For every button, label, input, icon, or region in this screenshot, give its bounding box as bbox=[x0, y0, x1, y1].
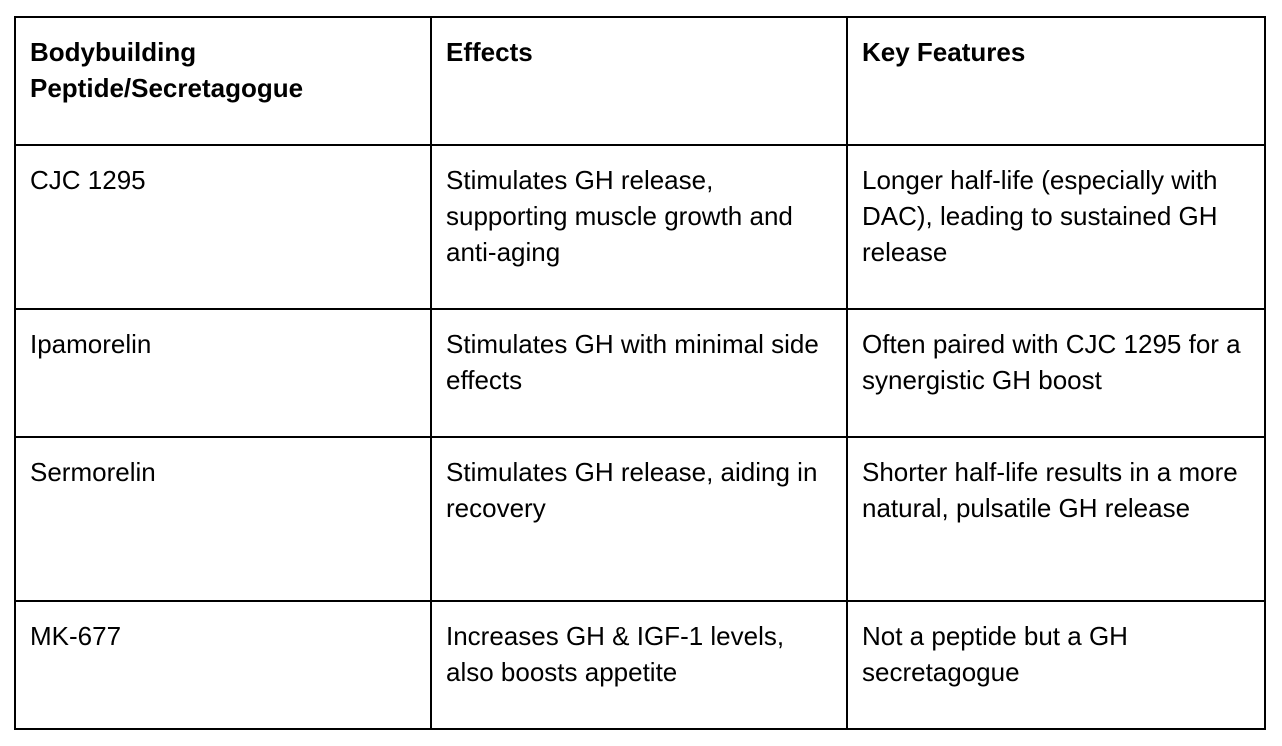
cell-peptide: Sermorelin bbox=[14, 436, 432, 602]
cell-key-features: Shorter half-life results in a more natu… bbox=[846, 436, 1266, 602]
table-row: Ipamorelin Stimulates GH with minimal si… bbox=[14, 308, 1266, 438]
cell-effects: Stimulates GH with minimal side effects bbox=[430, 308, 848, 438]
cell-key-features: Not a peptide but a GH secretagogue bbox=[846, 600, 1266, 730]
peptide-comparison-table: Bodybuilding Peptide/Secretagogue Effect… bbox=[14, 16, 1266, 730]
table-body: CJC 1295 Stimulates GH release, supporti… bbox=[14, 144, 1266, 730]
cell-peptide: MK-677 bbox=[14, 600, 432, 730]
cell-peptide: CJC 1295 bbox=[14, 144, 432, 310]
header-effects: Effects bbox=[430, 16, 848, 146]
cell-peptide: Ipamorelin bbox=[14, 308, 432, 438]
table-row: MK-677 Increases GH & IGF-1 levels, also… bbox=[14, 600, 1266, 730]
cell-effects: Increases GH & IGF-1 levels, also boosts… bbox=[430, 600, 848, 730]
table-row: CJC 1295 Stimulates GH release, supporti… bbox=[14, 144, 1266, 310]
header-peptide: Bodybuilding Peptide/Secretagogue bbox=[14, 16, 432, 146]
header-key-features: Key Features bbox=[846, 16, 1266, 146]
table-header-row: Bodybuilding Peptide/Secretagogue Effect… bbox=[14, 16, 1266, 146]
cell-key-features: Often paired with CJC 1295 for a synergi… bbox=[846, 308, 1266, 438]
cell-effects: Stimulates GH release, supporting muscle… bbox=[430, 144, 848, 310]
table-row: Sermorelin Stimulates GH release, aiding… bbox=[14, 436, 1266, 602]
cell-key-features: Longer half-life (especially with DAC), … bbox=[846, 144, 1266, 310]
table-header: Bodybuilding Peptide/Secretagogue Effect… bbox=[14, 16, 1266, 146]
cell-effects: Stimulates GH release, aiding in recover… bbox=[430, 436, 848, 602]
